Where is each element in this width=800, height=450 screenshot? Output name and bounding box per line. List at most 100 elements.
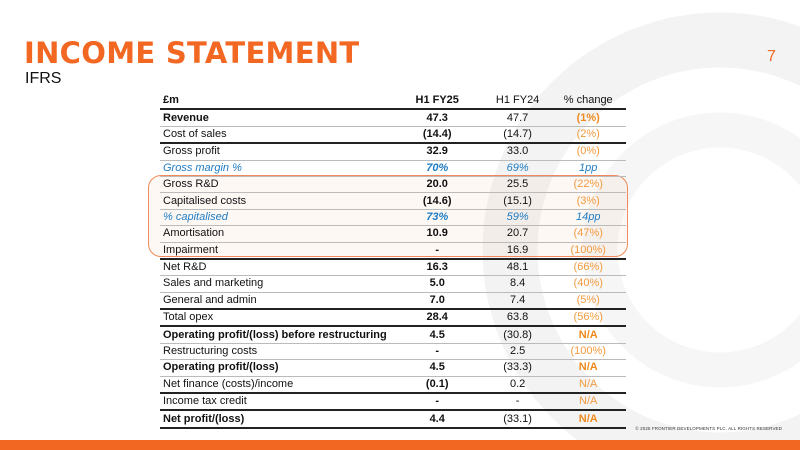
cell-fy25: (14.6) — [386, 192, 485, 210]
table-row: Net R&D 16.3 48.1 (66%) — [160, 258, 626, 277]
cell-label: Operating profit/(loss) — [160, 359, 387, 377]
income-statement-table: £m H1 FY25 H1 FY24 % change Revenue 47.3 4… — [160, 93, 626, 429]
cell-change: (40%) — [547, 275, 626, 293]
cell-fy24: (15.1) — [484, 192, 548, 210]
cell-fy25: - — [386, 242, 485, 260]
cell-fy25: 10.9 — [386, 225, 485, 243]
cell-fy25: 28.4 — [386, 309, 485, 328]
cell-fy24: 59% — [484, 209, 548, 227]
cell-change: N/A — [547, 326, 626, 344]
cell-label: General and admin — [160, 292, 387, 311]
table-row: % capitalised 73% 59% 14pp — [160, 209, 626, 227]
header-label: £m — [160, 93, 387, 111]
cell-fy24: 48.1 — [484, 258, 548, 277]
table-row: Net profit/(loss) 4.4 (33.1) N/A — [160, 410, 626, 429]
cell-label: Restructuring costs — [160, 343, 387, 361]
cell-label: Net finance (costs)/income — [160, 376, 387, 395]
page-title: INCOME STATEMENT — [24, 36, 360, 70]
table-row: Total opex 28.4 63.8 (56%) — [160, 309, 626, 328]
cell-change: (5%) — [547, 292, 626, 311]
cell-change: (47%) — [547, 225, 626, 243]
cell-fy25: 20.0 — [386, 176, 485, 194]
cell-change: N/A — [547, 393, 626, 412]
cell-change: (100%) — [547, 242, 626, 260]
cell-label: Cost of sales — [160, 126, 387, 145]
table-row: Capitalised costs (14.6) (15.1) (3%) — [160, 192, 626, 210]
cell-fy24: (14.7) — [484, 126, 548, 145]
cell-fy25: 32.9 — [386, 143, 485, 161]
cell-label: Capitalised costs — [160, 192, 387, 210]
cell-label: Sales and marketing — [160, 275, 387, 293]
page-number: 7 — [767, 48, 776, 65]
cell-label: Gross profit — [160, 143, 387, 161]
table-row: Operating profit/(loss) before restructu… — [160, 326, 626, 344]
cell-fy25: 4.5 — [386, 359, 485, 377]
cell-fy24: 25.5 — [484, 176, 548, 194]
cell-label: Gross R&D — [160, 176, 387, 194]
cell-fy24: (30.8) — [484, 326, 548, 344]
header-fy25: H1 FY25 — [386, 93, 485, 111]
table-row: Net finance (costs)/income (0.1) 0.2 N/A — [160, 376, 626, 395]
cell-label: Net R&D — [160, 258, 387, 277]
table-row: Gross profit 32.9 33.0 (0%) — [160, 143, 626, 161]
copyright-footer: © 2025 FRONTIER DEVELOPMENTS PLC. ALL RI… — [635, 426, 782, 431]
cell-change: (2%) — [547, 126, 626, 145]
cell-fy24: 63.8 — [484, 309, 548, 328]
cell-fy24: 8.4 — [484, 275, 548, 293]
cell-fy25: 4.5 — [386, 326, 485, 344]
cell-fy25: 16.3 — [386, 258, 485, 277]
cell-fy25: 7.0 — [386, 292, 485, 311]
cell-fy25: - — [386, 343, 485, 361]
cell-change: 14pp — [547, 209, 626, 227]
cell-label: Total opex — [160, 309, 387, 328]
cell-fy24: 16.9 — [484, 242, 548, 260]
table-row: Amortisation 10.9 20.7 (47%) — [160, 225, 626, 243]
cell-fy25: 4.4 — [386, 410, 485, 429]
cell-change: N/A — [547, 376, 626, 395]
cell-fy24: 20.7 — [484, 225, 548, 243]
cell-label: Net profit/(loss) — [160, 410, 387, 429]
cell-change: (0%) — [547, 143, 626, 161]
table-row: Revenue 47.3 47.7 (1%) — [160, 109, 626, 127]
cell-change: (56%) — [547, 309, 626, 328]
cell-change: (1%) — [547, 109, 626, 127]
cell-change: (66%) — [547, 258, 626, 277]
cell-fy24: (33.1) — [484, 410, 548, 429]
cell-change: 1pp — [547, 160, 626, 177]
cell-fy25: (14.4) — [386, 126, 485, 145]
cell-fy25: 47.3 — [386, 109, 485, 127]
cell-fy24: 69% — [484, 160, 548, 177]
cell-label: Revenue — [160, 109, 387, 127]
cell-fy24: 2.5 — [484, 343, 548, 361]
cell-change: (3%) — [547, 192, 626, 210]
cell-fy25: 5.0 — [386, 275, 485, 293]
table-row: Impairment -16.9 (100%) — [160, 242, 626, 260]
cell-fy24: 33.0 — [484, 143, 548, 161]
table-row: General and admin 7.0 7.4 (5%) — [160, 292, 626, 311]
table-row: Operating profit/(loss) 4.5 (33.3) N/A — [160, 359, 626, 377]
cell-label: Impairment — [160, 242, 387, 260]
cell-change: (22%) — [547, 176, 626, 194]
cell-fy24: (33.3) — [484, 359, 548, 377]
cell-label: Amortisation — [160, 225, 387, 243]
cell-fy25: 73% — [386, 209, 485, 227]
cell-label: Income tax credit — [160, 393, 387, 412]
cell-fy25: (0.1) — [386, 376, 485, 395]
footer-accent-bar — [0, 440, 800, 450]
cell-change: N/A — [547, 410, 626, 429]
page-subtitle: IFRS — [25, 70, 62, 87]
header-change: % change — [547, 93, 626, 111]
cell-fy24: 47.7 — [484, 109, 548, 127]
table-row: Gross R&D 20.0 25.5 (22%) — [160, 176, 626, 194]
table-row: Sales and marketing 5.0 8.4 (40%) — [160, 275, 626, 293]
table-row: Income tax credit - - N/A — [160, 393, 626, 412]
cell-change: (100%) — [547, 343, 626, 361]
table-header-row: £m H1 FY25 H1 FY24 % change — [160, 93, 626, 111]
cell-fy25: - — [386, 393, 485, 412]
cell-label: % capitalised — [160, 209, 387, 227]
table-row: Gross margin % 70% 69% 1pp — [160, 160, 626, 177]
table-row: Cost of sales (14.4) (14.7) (2%) — [160, 126, 626, 145]
header-fy24: H1 FY24 — [484, 93, 548, 111]
cell-change: N/A — [547, 359, 626, 377]
table-row: Restructuring costs -2.5 (100%) — [160, 343, 626, 361]
